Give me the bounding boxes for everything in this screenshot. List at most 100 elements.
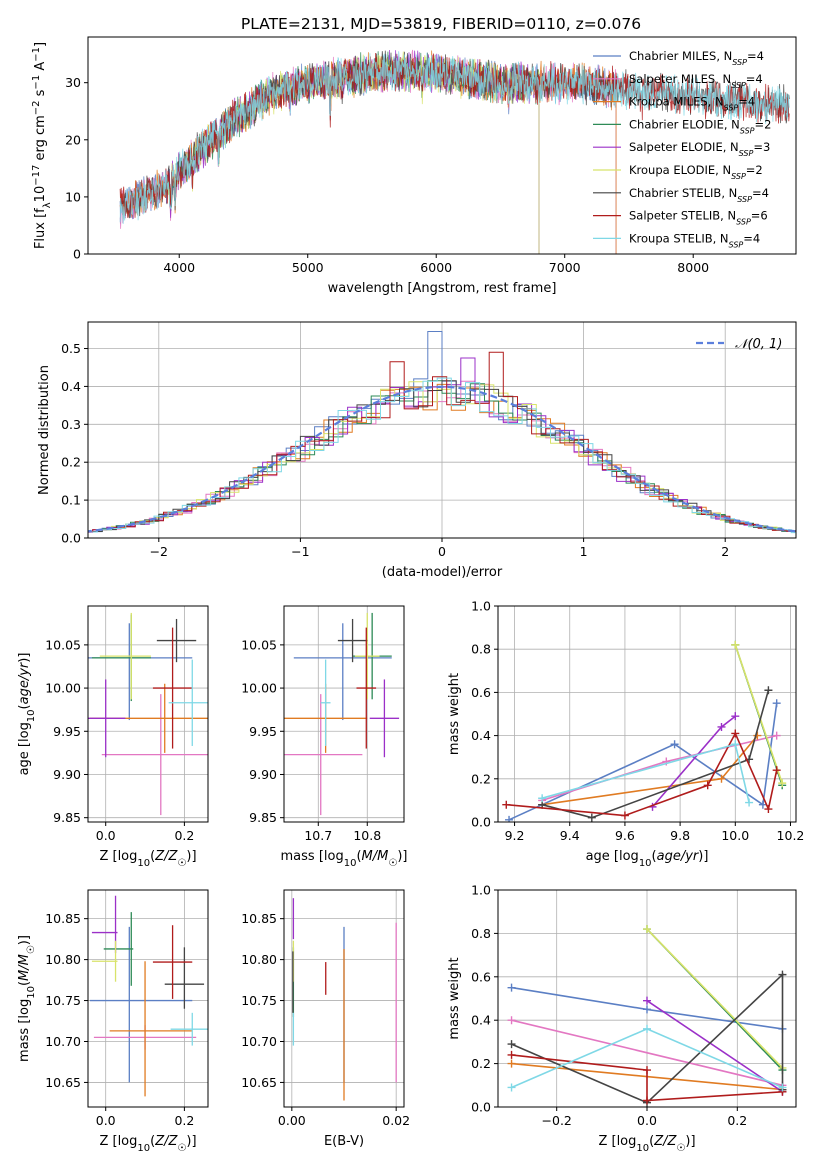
weight-marker [731,640,740,649]
weight-marker [507,1059,516,1068]
y-axis-label: mass [log10(M/M☉)] [17,935,37,1062]
x-tick-label: 4000 [163,260,195,275]
y-tick-label: 10.85 [241,911,277,926]
weight-marker [764,805,773,814]
x-tick-label: 0.00 [278,1113,306,1128]
y-axis-label: mass weight [447,673,462,755]
y-tick-label: 0.6 [471,969,491,984]
weight-marker [502,800,511,809]
x-tick-label: 10.0 [721,828,749,843]
gridlines [284,606,404,822]
y-tick-label: 10.05 [241,637,277,652]
weight-marker [620,811,629,820]
x-tick-label: 2 [721,544,729,559]
x-axis-label: Z [log10(Z/Z☉)] [598,1134,695,1154]
x-tick-label: 9.8 [670,828,690,843]
weight-marker [717,722,726,731]
weight-marker [643,925,651,934]
weight-line [511,1019,783,1087]
x-tick-label: 9.6 [615,828,635,843]
y-tick-label: 10.85 [45,911,81,926]
x-tick-label: 7000 [549,260,581,275]
weight-marker [764,686,773,695]
weight-marker [643,1024,651,1033]
x-tick-label: 0.2 [174,1113,194,1128]
weight-marker [778,779,787,788]
y-tick-label: 10.65 [45,1075,81,1090]
weight-marker [745,798,754,807]
weight-marker [772,699,781,708]
weight-line [646,1000,783,1093]
histogram-step [88,377,796,534]
spectrum-line [119,52,790,219]
chart-age-vs-Z: 0.0 0.2 9.85 9.90 9.95 10.00 10.05 Z [log10(Z/Z… [17,605,209,869]
weight-marker [670,740,679,749]
legend: Chabrier MILES, NSSP=4 Salpeter MILES, NS… [593,49,771,249]
y-tick-label: 1.0 [471,883,491,898]
weight-marker [643,996,651,1005]
weight-line [508,703,778,821]
y-tick-label: 0 [73,247,81,262]
legend-label: Kroupa MILES, NSSP=4 [629,95,755,113]
legend-label: Salpeter MILES, NSSP=4 [629,72,763,90]
plot-area [88,331,796,534]
y-axis-label: Normed distribution [37,365,52,495]
plot-area [502,640,787,822]
weight-marker [758,800,767,809]
y-tick-label: 10.05 [45,637,81,652]
y-tick-label: 10.80 [241,952,277,967]
x-tick-label: 1 [580,544,588,559]
weight-marker [507,983,516,992]
x-axis-label: E(B-V) [324,1134,364,1149]
y-tick-label: 10.70 [241,1034,277,1049]
weight-marker [507,1016,516,1025]
y-tick-label: 30 [65,75,81,90]
y-tick-label: 10.00 [45,681,81,696]
weight-marker [507,1083,516,1092]
y-tick-label: 10.75 [45,993,81,1008]
plot-area [284,612,400,816]
y-tick-label: 9.95 [53,724,81,739]
legend-label: Salpeter STELIB, NSSP=6 [629,209,768,227]
figure-title: PLATE=2131, MJD=53819, FIBERID=0110, z=0… [241,15,641,33]
y-axis-label: Flux [fλ10−17 erg cm−2 s−1 A−1] [31,42,53,249]
axes-frame [283,889,405,1108]
y-tick-label: 0.1 [61,493,81,508]
x-tick-label: 0.2 [727,1113,747,1128]
y-tick-label: 10.80 [45,952,81,967]
legend: 𝒩(0, 1) [696,337,782,352]
x-tick-label: −1 [291,544,309,559]
axes-frame [283,605,405,823]
spectrum-line [119,51,790,224]
gridlines [88,890,208,1107]
x-axis-label: Z [log10(Z/Z☉)] [99,1134,196,1154]
weight-marker [753,731,762,740]
y-tick-label: 10.65 [241,1075,277,1090]
plot-area [119,49,790,254]
weight-marker [643,1005,651,1014]
y-tick-label: 10.75 [241,993,277,1008]
weight-marker [538,794,547,803]
y-tick-label: 0.0 [61,531,81,546]
x-tick-label: 10.8 [353,828,381,843]
x-tick-label: 5000 [292,260,324,275]
chart-mass-vs-Z: 0.0 0.2 10.65 10.70 10.75 10.80 10.85 Z [log10(… [17,889,209,1154]
y-tick-label: 0.2 [471,771,491,786]
y-axis-label: mass weight [447,957,462,1039]
legend-label: Kroupa ELODIE, NSSP=2 [629,163,763,181]
weight-marker [507,1050,516,1059]
chart-age-vs-mass: 10.7 10.8 9.85 9.90 9.95 10.00 10.05 mass [log1… [241,605,407,869]
plot-area [88,612,208,816]
x-tick-label: 0.2 [174,828,194,843]
y-tick-label: 0.3 [61,417,81,432]
weight-marker [643,1096,651,1105]
plot-area [507,925,787,1107]
weight-marker [507,1040,516,1049]
x-tick-label: 10.7 [304,828,332,843]
x-tick-label: 0.0 [96,1113,116,1128]
weight-line [541,689,770,819]
axes-frame [87,605,209,823]
y-tick-label: 9.85 [53,810,81,825]
weight-marker [717,774,726,783]
